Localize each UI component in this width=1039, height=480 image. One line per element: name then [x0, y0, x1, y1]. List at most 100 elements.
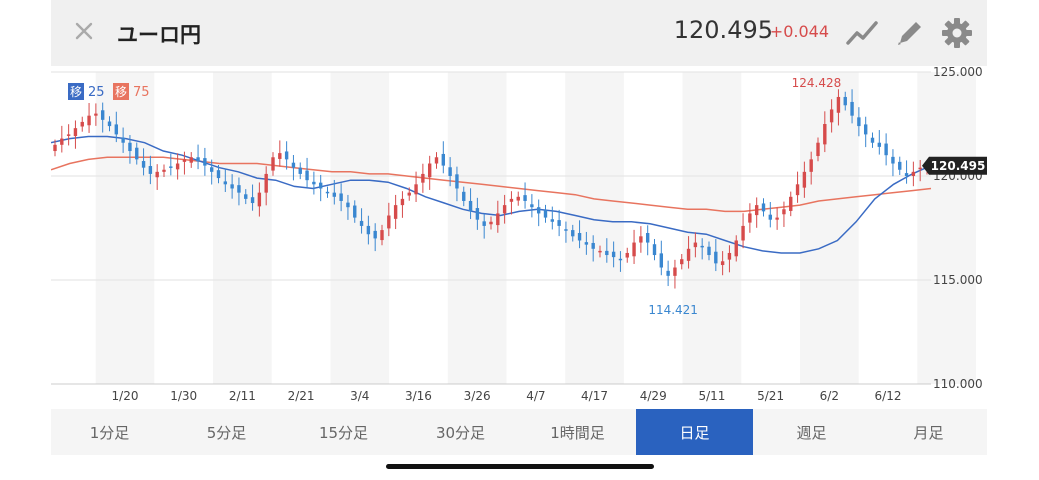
tab-30min[interactable]: 30分足 — [435, 423, 486, 442]
candle-body — [530, 204, 534, 208]
tab-1min[interactable]: 1分足 — [89, 423, 130, 442]
x-tick-label: 1/30 — [170, 389, 197, 403]
candle-body — [366, 225, 371, 235]
candle-body — [237, 185, 241, 193]
candle-body — [598, 250, 602, 253]
app-header: ユーロ円 120.495 +0.044 — [51, 0, 987, 66]
chart-band — [95, 72, 155, 384]
ma-short-badge: 移 — [70, 85, 82, 99]
candle-body — [462, 191, 466, 201]
candle-body — [741, 225, 745, 241]
candle-body — [380, 230, 384, 241]
x-tick-label: 3/4 — [350, 389, 369, 403]
candle-body — [66, 134, 71, 136]
x-tick-label: 4/29 — [640, 389, 667, 403]
current-price-tag-label: 120.495 — [931, 159, 986, 173]
y-tick-label: 110.000 — [933, 377, 983, 391]
candle-body — [584, 242, 589, 245]
line-chart-icon[interactable] — [846, 17, 878, 49]
tab-5min[interactable]: 5分足 — [206, 423, 247, 442]
candle-body — [209, 167, 214, 172]
candle-body — [400, 198, 405, 206]
candle-body — [870, 137, 875, 143]
candle-body — [182, 159, 187, 162]
ma-short-value: 25 — [88, 85, 105, 100]
candlestick-chart[interactable]: 125.000 120.000 115.000 110.000 1/20 1/30 2/11… — [51, 66, 987, 409]
gear-icon[interactable] — [941, 17, 973, 49]
candle-body — [60, 138, 64, 145]
candle-body — [857, 117, 861, 127]
candle-body — [427, 163, 432, 178]
candle-body — [550, 219, 555, 222]
candle-body — [639, 236, 643, 243]
candle-body — [891, 156, 895, 164]
candle-body — [611, 251, 616, 258]
candle-body — [346, 202, 350, 208]
candle-body — [387, 215, 391, 229]
tab-15min[interactable]: 15分足 — [318, 423, 369, 442]
x-tick-label: 3/26 — [464, 389, 491, 403]
candle-body — [829, 109, 834, 123]
candle-body — [754, 205, 759, 216]
tab-monthly[interactable]: 月足 — [913, 423, 944, 442]
candle-body — [850, 101, 854, 116]
candle-body — [291, 162, 296, 168]
candle-body — [339, 193, 343, 201]
chart-band — [565, 72, 624, 384]
candle-body — [468, 200, 473, 212]
candle-body — [421, 173, 425, 183]
candle-body — [162, 169, 166, 172]
candle-body — [332, 192, 337, 197]
candle-body — [257, 192, 262, 207]
candle-body — [536, 207, 541, 214]
candle-body — [557, 220, 561, 226]
pencil-icon[interactable] — [894, 17, 926, 49]
candle-body — [325, 191, 330, 194]
candle-body — [918, 167, 922, 170]
candle-body — [911, 171, 916, 176]
close-icon[interactable] — [73, 20, 95, 42]
candle-body — [455, 174, 459, 189]
chart-band — [213, 72, 272, 384]
ma-legend: 移 25 移 75 — [68, 83, 150, 100]
candle-body — [748, 213, 752, 223]
candle-body — [448, 167, 452, 176]
home-indicator[interactable] — [386, 464, 654, 469]
candle-body — [244, 194, 248, 199]
candle-body — [625, 252, 629, 258]
candle-body — [884, 143, 888, 156]
price-change: +0.044 — [769, 22, 829, 41]
candle-body — [73, 128, 78, 137]
candle-body — [359, 220, 364, 226]
candle-body — [761, 203, 766, 212]
candle-body — [680, 259, 684, 265]
candle-body — [707, 246, 711, 256]
candle-body — [250, 197, 255, 204]
candle-body — [87, 115, 91, 126]
candle-body — [877, 142, 882, 147]
candle-body — [305, 170, 309, 181]
timeframe-tabs: 1分足 5分足 15分足 30分足 1時間足 日足 週足 月足 — [51, 409, 987, 455]
x-tick-label: 4/17 — [581, 389, 608, 403]
candle-body — [175, 163, 180, 170]
ma-long-value: 75 — [133, 85, 150, 100]
candle-body — [230, 184, 234, 189]
max-price-label: 124.428 — [792, 76, 842, 90]
candle-body — [571, 230, 575, 237]
tab-daily[interactable]: 日足 — [636, 409, 753, 455]
chart-band — [917, 72, 977, 384]
ma-long-badge: 移 — [115, 85, 127, 99]
tab-weekly[interactable]: 週足 — [796, 423, 827, 442]
candle-body — [843, 96, 847, 106]
candle-body — [298, 167, 302, 174]
x-tick-label: 2/11 — [229, 389, 256, 403]
x-tick-label: 1/20 — [112, 389, 139, 403]
x-tick-label: 5/21 — [757, 389, 784, 403]
candle-body — [836, 96, 841, 113]
y-tick-label: 125.000 — [933, 66, 983, 79]
candle-body — [564, 229, 568, 231]
x-tick-label: 6/12 — [875, 389, 902, 403]
tab-1hour[interactable]: 1時間足 — [550, 423, 605, 442]
candle-body — [782, 209, 786, 215]
